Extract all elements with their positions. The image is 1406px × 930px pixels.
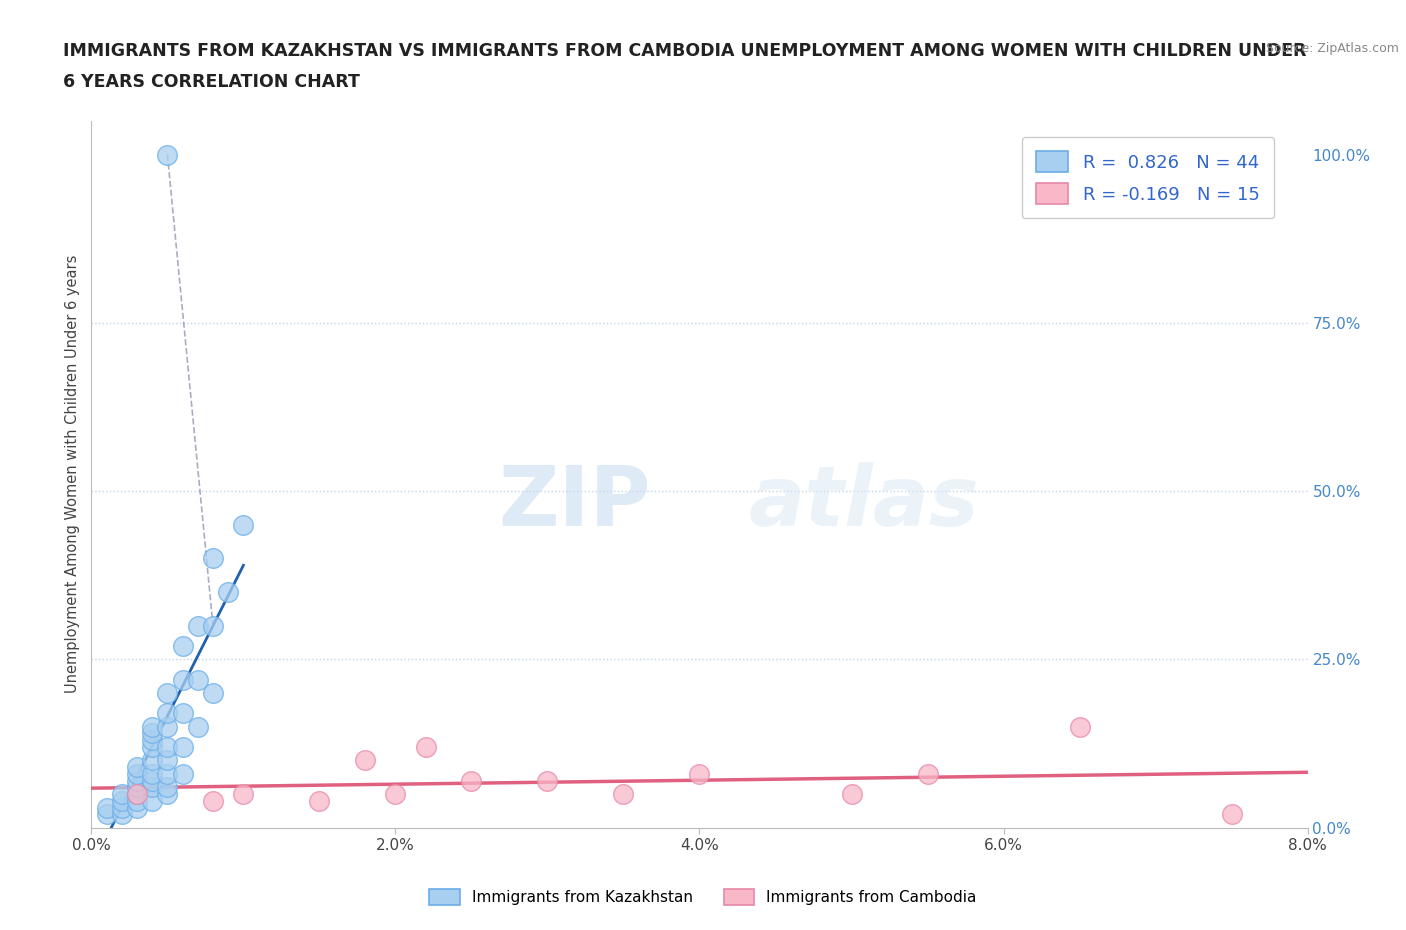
- Point: [1220, 807, 1243, 822]
- Y-axis label: Unemployment Among Women with Children Under 6 years: Unemployment Among Women with Children U…: [65, 255, 80, 694]
- Point: [172, 639, 194, 654]
- Point: [172, 706, 194, 721]
- Point: [111, 793, 134, 808]
- Point: [354, 753, 377, 768]
- Point: [125, 780, 148, 795]
- Point: [156, 739, 179, 754]
- Point: [156, 780, 179, 795]
- Point: [1069, 719, 1091, 734]
- Point: [141, 773, 163, 788]
- Point: [232, 787, 254, 802]
- Point: [111, 807, 134, 822]
- Point: [415, 739, 437, 754]
- Point: [536, 773, 558, 788]
- Point: [841, 787, 863, 802]
- Point: [141, 719, 163, 734]
- Point: [917, 766, 939, 781]
- Text: IMMIGRANTS FROM KAZAKHSTAN VS IMMIGRANTS FROM CAMBODIA UNEMPLOYMENT AMONG WOMEN : IMMIGRANTS FROM KAZAKHSTAN VS IMMIGRANTS…: [63, 42, 1306, 60]
- Point: [125, 787, 148, 802]
- Point: [156, 787, 179, 802]
- Text: ZIP: ZIP: [498, 462, 651, 543]
- Point: [96, 800, 118, 815]
- Point: [612, 787, 634, 802]
- Point: [125, 773, 148, 788]
- Legend: Immigrants from Kazakhstan, Immigrants from Cambodia: Immigrants from Kazakhstan, Immigrants f…: [422, 881, 984, 913]
- Point: [384, 787, 406, 802]
- Point: [172, 766, 194, 781]
- Point: [202, 793, 225, 808]
- Point: [187, 618, 209, 633]
- Point: [125, 766, 148, 781]
- Text: atlas: atlas: [748, 462, 979, 543]
- Point: [125, 787, 148, 802]
- Point: [125, 793, 148, 808]
- Point: [141, 733, 163, 748]
- Point: [156, 706, 179, 721]
- Point: [111, 800, 134, 815]
- Point: [111, 787, 134, 802]
- Point: [96, 807, 118, 822]
- Point: [232, 517, 254, 532]
- Text: Source: ZipAtlas.com: Source: ZipAtlas.com: [1265, 42, 1399, 55]
- Point: [125, 800, 148, 815]
- Point: [156, 753, 179, 768]
- Point: [172, 672, 194, 687]
- Point: [141, 726, 163, 741]
- Point: [688, 766, 710, 781]
- Point: [156, 147, 179, 162]
- Point: [308, 793, 330, 808]
- Point: [141, 766, 163, 781]
- Text: 6 YEARS CORRELATION CHART: 6 YEARS CORRELATION CHART: [63, 73, 360, 90]
- Legend: R =  0.826   N = 44, R = -0.169   N = 15: R = 0.826 N = 44, R = -0.169 N = 15: [1022, 137, 1274, 219]
- Point: [187, 719, 209, 734]
- Point: [156, 685, 179, 700]
- Point: [172, 739, 194, 754]
- Point: [460, 773, 482, 788]
- Point: [141, 753, 163, 768]
- Point: [217, 585, 239, 600]
- Point: [187, 672, 209, 687]
- Point: [141, 739, 163, 754]
- Point: [156, 719, 179, 734]
- Point: [202, 618, 225, 633]
- Point: [202, 685, 225, 700]
- Point: [125, 760, 148, 775]
- Point: [141, 793, 163, 808]
- Point: [156, 766, 179, 781]
- Point: [202, 551, 225, 565]
- Point: [141, 780, 163, 795]
